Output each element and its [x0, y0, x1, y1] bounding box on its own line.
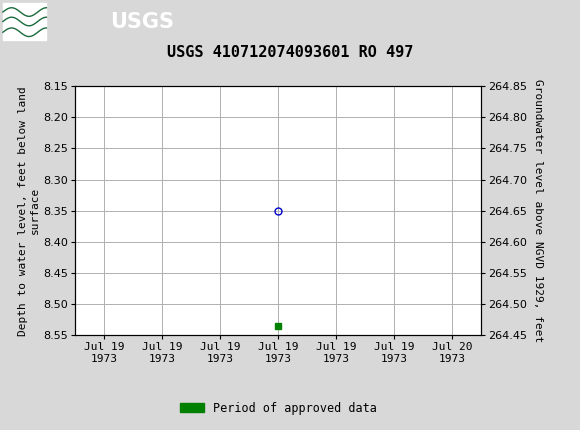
Text: USGS: USGS — [110, 12, 174, 31]
Text: USGS 410712074093601 RO 497: USGS 410712074093601 RO 497 — [167, 45, 413, 60]
Y-axis label: Depth to water level, feet below land
surface: Depth to water level, feet below land su… — [18, 86, 39, 335]
Legend: Period of approved data: Period of approved data — [175, 397, 382, 420]
Y-axis label: Groundwater level above NGVD 1929, feet: Groundwater level above NGVD 1929, feet — [533, 79, 543, 342]
Bar — [3, 3, 46, 40]
